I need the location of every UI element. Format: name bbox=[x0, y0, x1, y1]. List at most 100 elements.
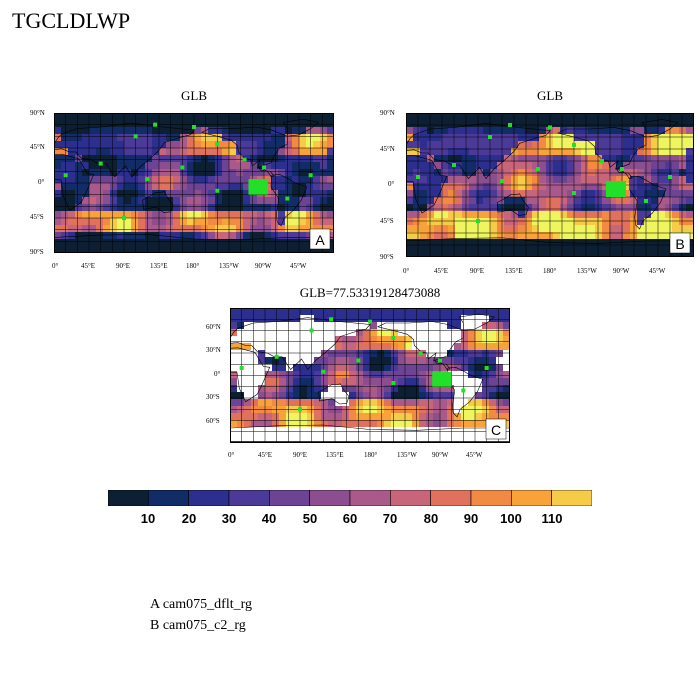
map-c-cell bbox=[447, 385, 455, 393]
map-c-cell bbox=[258, 329, 266, 337]
panel-b-lon-tick: 45°W bbox=[649, 267, 666, 275]
map-b-cell bbox=[406, 127, 414, 135]
map-a-cell bbox=[327, 183, 334, 191]
map-c-cell bbox=[440, 308, 448, 316]
map-b-cell bbox=[679, 253, 687, 257]
map-b-cell bbox=[609, 134, 617, 142]
map-c-cell bbox=[391, 392, 399, 400]
map-c-cell bbox=[265, 315, 273, 323]
map-a-cell bbox=[145, 155, 153, 163]
map-a-cell bbox=[292, 225, 300, 233]
map-a-cell bbox=[320, 134, 328, 142]
map-b-cell bbox=[623, 197, 631, 205]
panel-a-title: GLB bbox=[181, 88, 207, 103]
map-a-cell bbox=[103, 218, 111, 226]
map-c-cell bbox=[349, 350, 357, 358]
panel-a-lon-tick: 45°E bbox=[81, 262, 96, 270]
map-c-cell bbox=[468, 392, 476, 400]
map-c-cell bbox=[412, 406, 420, 414]
map-a-cell bbox=[264, 239, 272, 247]
map-b-cell bbox=[553, 134, 561, 142]
map-c-cell bbox=[279, 350, 287, 358]
map-a-cell bbox=[271, 218, 279, 226]
map-a-cell bbox=[159, 204, 167, 212]
map-b-cell bbox=[651, 141, 659, 149]
map-a-cell bbox=[180, 176, 188, 184]
map-c-cell bbox=[237, 357, 245, 365]
map-b-cell bbox=[469, 155, 477, 163]
map-a-cell bbox=[222, 169, 230, 177]
map-c-cell bbox=[482, 399, 490, 407]
map-b-cell bbox=[406, 169, 414, 177]
map-a-cell bbox=[313, 176, 321, 184]
map-a-cell bbox=[54, 148, 62, 156]
map-a-cell bbox=[292, 197, 300, 205]
map-c-cell bbox=[426, 385, 434, 393]
map-c-cell bbox=[300, 322, 308, 330]
map-a-cell bbox=[103, 246, 111, 253]
map-a-cell bbox=[159, 120, 167, 128]
map-b-cell bbox=[434, 183, 442, 191]
map-a-cell bbox=[96, 190, 104, 198]
map-b-cell bbox=[455, 113, 463, 121]
map-a-cell bbox=[103, 169, 111, 177]
map-a-cell bbox=[313, 162, 321, 170]
map-b-cell bbox=[525, 155, 533, 163]
map-c-cell bbox=[230, 413, 238, 421]
map-a-cell bbox=[271, 197, 279, 205]
map-c-cell bbox=[405, 329, 413, 337]
map-c-cell bbox=[349, 378, 357, 386]
map-b-cell bbox=[616, 120, 624, 128]
map-c-cell bbox=[412, 350, 420, 358]
map-a-cell bbox=[243, 134, 251, 142]
map-b-cell bbox=[455, 211, 463, 219]
map-c-cell bbox=[391, 315, 399, 323]
map-b-cell bbox=[637, 246, 645, 254]
colorbar-label: 50 bbox=[302, 511, 318, 526]
map-b-cell bbox=[560, 169, 568, 177]
map-c-cell bbox=[440, 315, 448, 323]
map-b-cell bbox=[637, 190, 645, 198]
map-b-cell bbox=[567, 204, 575, 212]
map-c-cell bbox=[398, 406, 406, 414]
map-a-cell bbox=[215, 176, 223, 184]
map-a-cell bbox=[306, 148, 314, 156]
panel-a-lat-tick: 45°N bbox=[30, 143, 45, 151]
map-b-cell bbox=[504, 197, 512, 205]
map-b-cell bbox=[504, 127, 512, 135]
map-b-cell bbox=[525, 113, 533, 121]
map-b-cell bbox=[553, 120, 561, 128]
map-b-cell bbox=[483, 162, 491, 170]
map-c-cell bbox=[314, 392, 322, 400]
map-c-cell bbox=[461, 413, 469, 421]
map-a-cell bbox=[236, 225, 244, 233]
map-b-cell bbox=[483, 211, 491, 219]
map-b-cell bbox=[616, 253, 624, 257]
map-c-cell bbox=[258, 343, 266, 351]
map-b-cell bbox=[441, 162, 449, 170]
map-c-cell bbox=[321, 343, 329, 351]
map-b-cell bbox=[532, 190, 540, 198]
map-a-cell bbox=[61, 169, 69, 177]
map-a-cell bbox=[257, 204, 265, 212]
map-b-cell bbox=[413, 162, 421, 170]
map-a-cell bbox=[257, 169, 265, 177]
map-a-cell bbox=[75, 218, 83, 226]
map-c-cell bbox=[356, 322, 364, 330]
map-a-cell bbox=[180, 218, 188, 226]
map-c-cell bbox=[440, 385, 448, 393]
map-c-cell bbox=[293, 350, 301, 358]
map-a-cell bbox=[166, 218, 174, 226]
map-a-cell bbox=[180, 148, 188, 156]
map-a-coastline bbox=[142, 191, 174, 213]
map-c-cell bbox=[265, 371, 273, 379]
map-b-cell bbox=[476, 120, 484, 128]
map-a-cell bbox=[271, 141, 279, 149]
figure-title: TGCLDLWP bbox=[12, 8, 131, 33]
map-a-cell bbox=[236, 211, 244, 219]
map-c-cell bbox=[405, 385, 413, 393]
map-a-cell bbox=[159, 239, 167, 247]
map-c-cell bbox=[335, 357, 343, 365]
map-a-cell bbox=[61, 225, 69, 233]
map-c-cell bbox=[307, 357, 315, 365]
